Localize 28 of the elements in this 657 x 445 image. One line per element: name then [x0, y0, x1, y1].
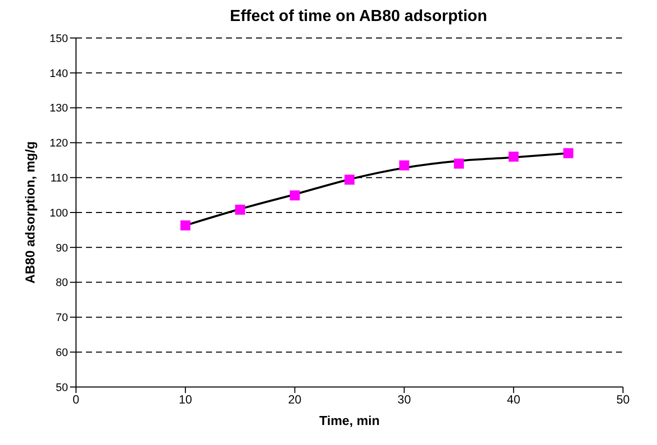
- y-tick-label: 150: [50, 32, 68, 45]
- point: [235, 204, 246, 215]
- point: [180, 220, 190, 230]
- y-tick-label: 70: [56, 312, 68, 324]
- y-tick-label: 110: [50, 172, 68, 185]
- x-tick-label: 10: [178, 392, 192, 407]
- y-tick-label: 90: [56, 242, 68, 254]
- x-axis-title: Time, min: [319, 413, 380, 428]
- y-tick-label: 140: [50, 68, 68, 80]
- point: [454, 158, 464, 169]
- point: [290, 190, 300, 200]
- x-tick-label: 30: [398, 392, 412, 407]
- chart-title: Effect of time on AB80 adsorption: [228, 8, 488, 27]
- y-tick-label: 120: [50, 138, 68, 150]
- y-tick-label: 100: [50, 207, 68, 220]
- x-tick-label: 0: [72, 392, 80, 407]
- point: [508, 152, 519, 162]
- y-tick-label: 80: [56, 277, 68, 290]
- y-tick-label: 130: [50, 102, 68, 115]
- x-tick-label: 50: [616, 392, 630, 407]
- y-axis-title: AB80 adsorption, mg/g: [22, 141, 38, 284]
- point: [344, 174, 354, 185]
- y-tick-label: 50: [56, 382, 68, 394]
- x-tick-label: 40: [506, 392, 521, 407]
- x-tick-label: 20: [288, 392, 302, 407]
- y-tick-label: 60: [56, 347, 68, 360]
- point: [563, 148, 574, 158]
- point: [399, 160, 410, 170]
